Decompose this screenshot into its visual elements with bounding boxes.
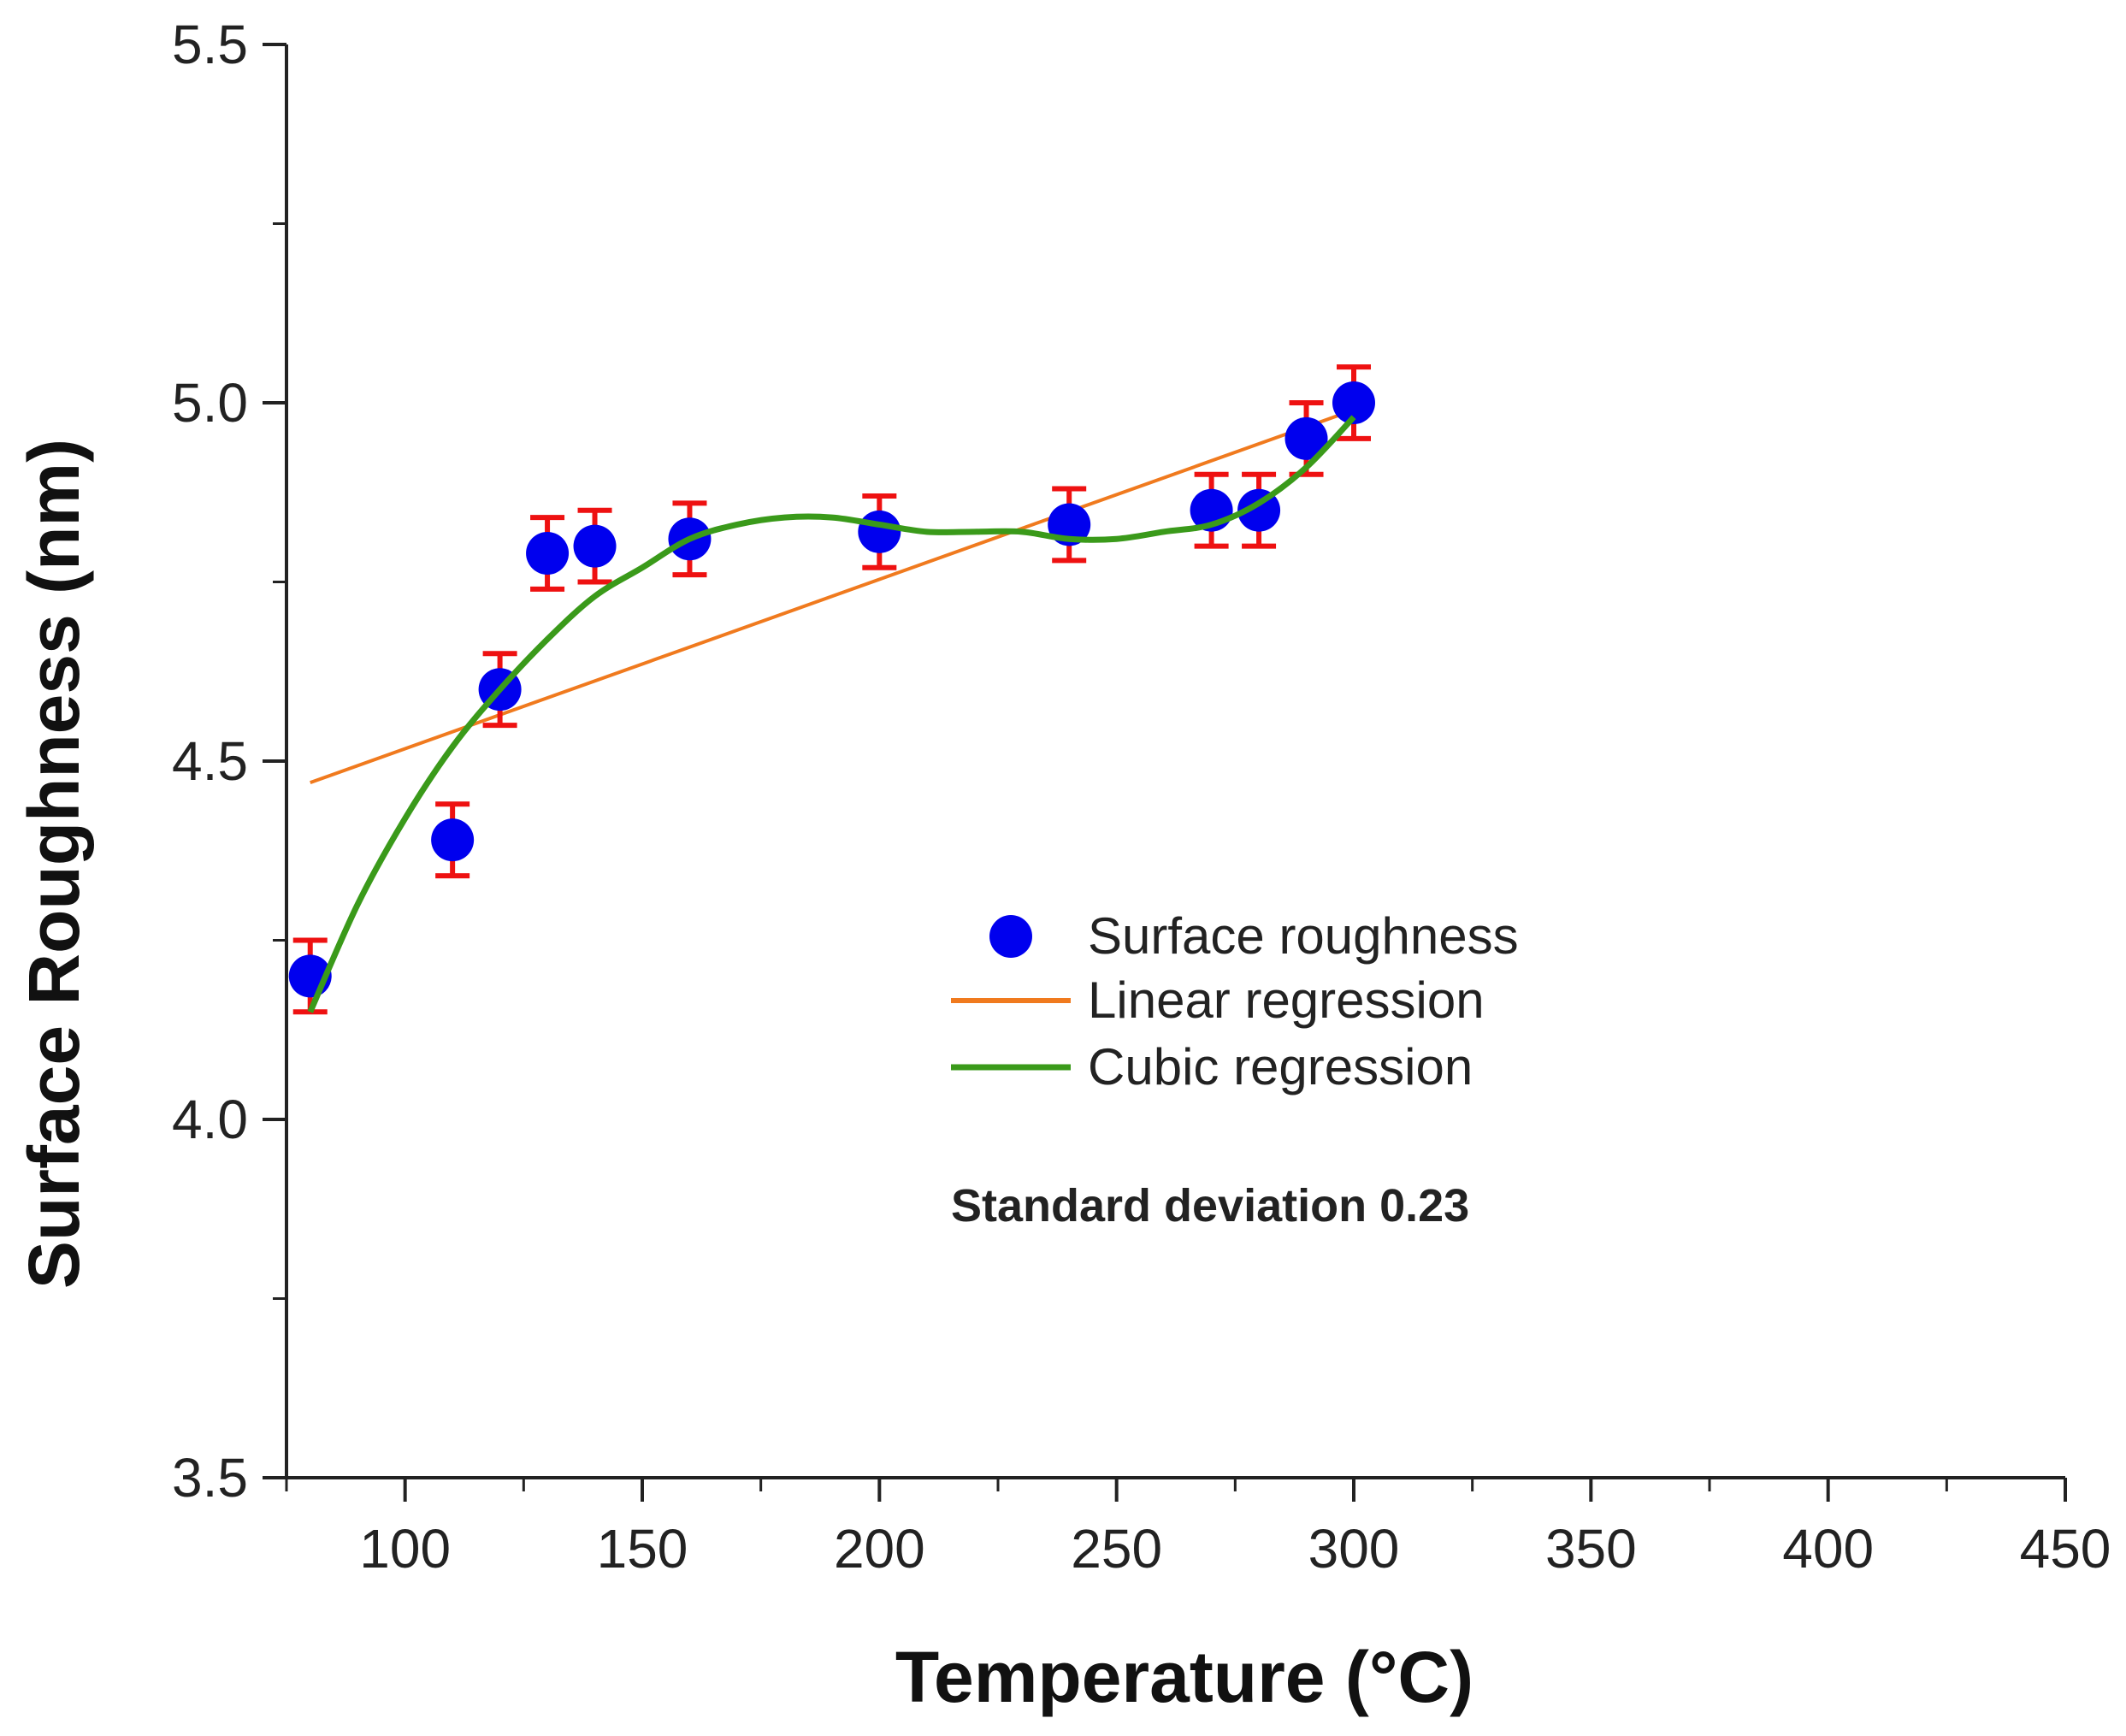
- y-tick-label: 5.5: [172, 14, 248, 75]
- x-tick-label: 200: [834, 1518, 925, 1580]
- data-point: [526, 531, 570, 575]
- x-tick-label: 400: [1782, 1518, 1874, 1580]
- legend-label-cubic-regression: Cubic regression: [1088, 1038, 1473, 1095]
- x-tick-label: 100: [359, 1518, 451, 1580]
- data-point: [1284, 416, 1328, 460]
- y-tick-label: 5.0: [172, 372, 248, 434]
- y-tick-label: 4.0: [172, 1089, 248, 1150]
- data-point: [858, 510, 901, 553]
- legend-label-surface-roughness: Surface roughness: [1088, 907, 1519, 965]
- data-point: [1332, 381, 1375, 424]
- series-line-cubic-regression: [307, 415, 1356, 1013]
- x-axis-title: Temperature (°C): [895, 1637, 1473, 1717]
- x-tick-label: 350: [1545, 1518, 1637, 1580]
- data-point: [573, 524, 617, 568]
- x-tick-label: 300: [1308, 1518, 1400, 1580]
- legend-label-linear-regression: Linear regression: [1088, 971, 1485, 1029]
- series-layer: [288, 364, 1375, 1015]
- x-tick-label: 150: [597, 1518, 688, 1580]
- y-tick-label: 3.5: [172, 1447, 248, 1509]
- x-tick-label: 450: [2020, 1518, 2111, 1580]
- legend-marker-surface-roughness: [989, 915, 1032, 958]
- y-axis-title: Surface Roughness (nm): [14, 439, 94, 1289]
- x-tick-label: 250: [1071, 1518, 1162, 1580]
- standard-deviation-annotation: Standard deviation 0.23: [951, 1180, 1469, 1231]
- y-tick-label: 4.5: [172, 730, 248, 792]
- axes: 100 150 200 250 300 350 400 450 3.5 4.0 4.5 5.0 5.5: [172, 14, 2111, 1580]
- data-point: [431, 818, 475, 862]
- legend: Surface roughness Linear regression Cubi…: [951, 907, 1519, 1095]
- series-line-linear-regression: [310, 408, 1355, 785]
- x-ticks: 100 150 200 250 300 350 400 450: [285, 1478, 2111, 1580]
- y-ticks: 3.5 4.0 4.5 5.0 5.5: [172, 14, 286, 1509]
